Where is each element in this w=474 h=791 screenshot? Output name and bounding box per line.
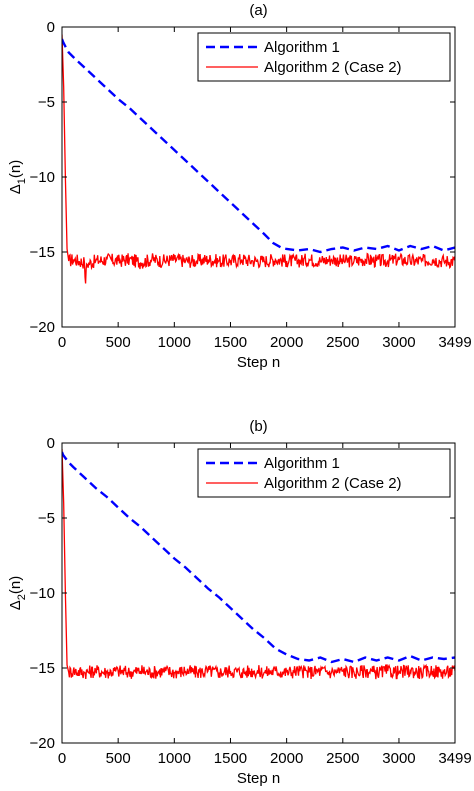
- panel1-legend-label-1: Algorithm 1: [264, 39, 340, 56]
- panel2-x-axis-label: Step n: [237, 770, 280, 787]
- panel2-y-tick-label: −10: [30, 585, 55, 602]
- panel1-x-axis-label: Step n: [237, 354, 280, 371]
- panel1-series-algorithm-1-line: [62, 38, 455, 254]
- panel1-title: (a): [249, 2, 267, 19]
- panel2-y-tick-label: −20: [30, 735, 55, 752]
- panel1-y-tick-label: −5: [38, 94, 55, 111]
- panel2-legend-label-2: Algorithm 2 (Case 2): [264, 475, 402, 492]
- panel1-x-tick-label: 3000: [382, 334, 415, 351]
- panel2: (b) 0 500 1000 1500 2000 2500 3000 3499 0 −5 −10 −15…: [7, 418, 472, 787]
- panel1-x-tick-label: 3499: [438, 334, 471, 351]
- panel2-x-tick-label: 2000: [270, 750, 303, 767]
- panel2-legend-label-1: Algorithm 1: [264, 455, 340, 472]
- panel1-y-tick-label: −15: [30, 244, 55, 261]
- panel1-legend-box: [197, 32, 451, 82]
- panel2-legend: Algorithm 1 Algorithm 2 (Case 2): [197, 448, 451, 498]
- panel1-x-tick-label: 1000: [158, 334, 191, 351]
- panel2-y-tick-label: −5: [38, 510, 55, 527]
- panel1: (a) 0 500 1000 1500 2000 2500 3000 3499 0 −5 −10 −15…: [7, 2, 472, 371]
- panel2-plot-area: [62, 448, 455, 680]
- panel2-series-algorithm-1-line: [62, 451, 455, 664]
- panel2-y-tick-label: −15: [30, 660, 55, 677]
- panel2-x-tick-label: 0: [58, 750, 66, 767]
- panel1-legend: Algorithm 1 Algorithm 2 (Case 2): [197, 32, 451, 82]
- panel2-x-tick-label: 1000: [158, 750, 191, 767]
- panel1-x-tick-label: 1500: [214, 334, 247, 351]
- panel1-plot-area: [62, 34, 455, 284]
- panel2-y-tick-label: 0: [47, 435, 55, 452]
- panel1-y-tick-label: −10: [30, 169, 55, 186]
- panel2-x-tick-label: 2500: [326, 750, 359, 767]
- panel2-series-algorithm-2-line: [62, 448, 455, 680]
- panel1-x-tick-label: 500: [106, 334, 131, 351]
- panel1-x-tick-label: 2500: [326, 334, 359, 351]
- panel2-x-tick-label: 1500: [214, 750, 247, 767]
- panel1-x-tick-label: 2000: [270, 334, 303, 351]
- panel2-legend-box: [197, 448, 451, 498]
- panel1-series-algorithm-2-line: [62, 34, 455, 284]
- panel1-legend-label-2: Algorithm 2 (Case 2): [264, 59, 402, 76]
- panel2-x-tick-label: 500: [106, 750, 131, 767]
- panel2-title: (b): [249, 418, 267, 435]
- panel1-y-tick-label: 0: [47, 19, 55, 36]
- panel1-x-tick-label: 0: [58, 334, 66, 351]
- panel2-x-tick-label: 3000: [382, 750, 415, 767]
- panel2-y-axis-label: Δ2(n): [7, 576, 28, 611]
- panel1-y-tick-label: −20: [30, 319, 55, 336]
- panel1-y-axis-label: Δ1(n): [7, 160, 28, 195]
- panel2-x-tick-label: 3499: [438, 750, 471, 767]
